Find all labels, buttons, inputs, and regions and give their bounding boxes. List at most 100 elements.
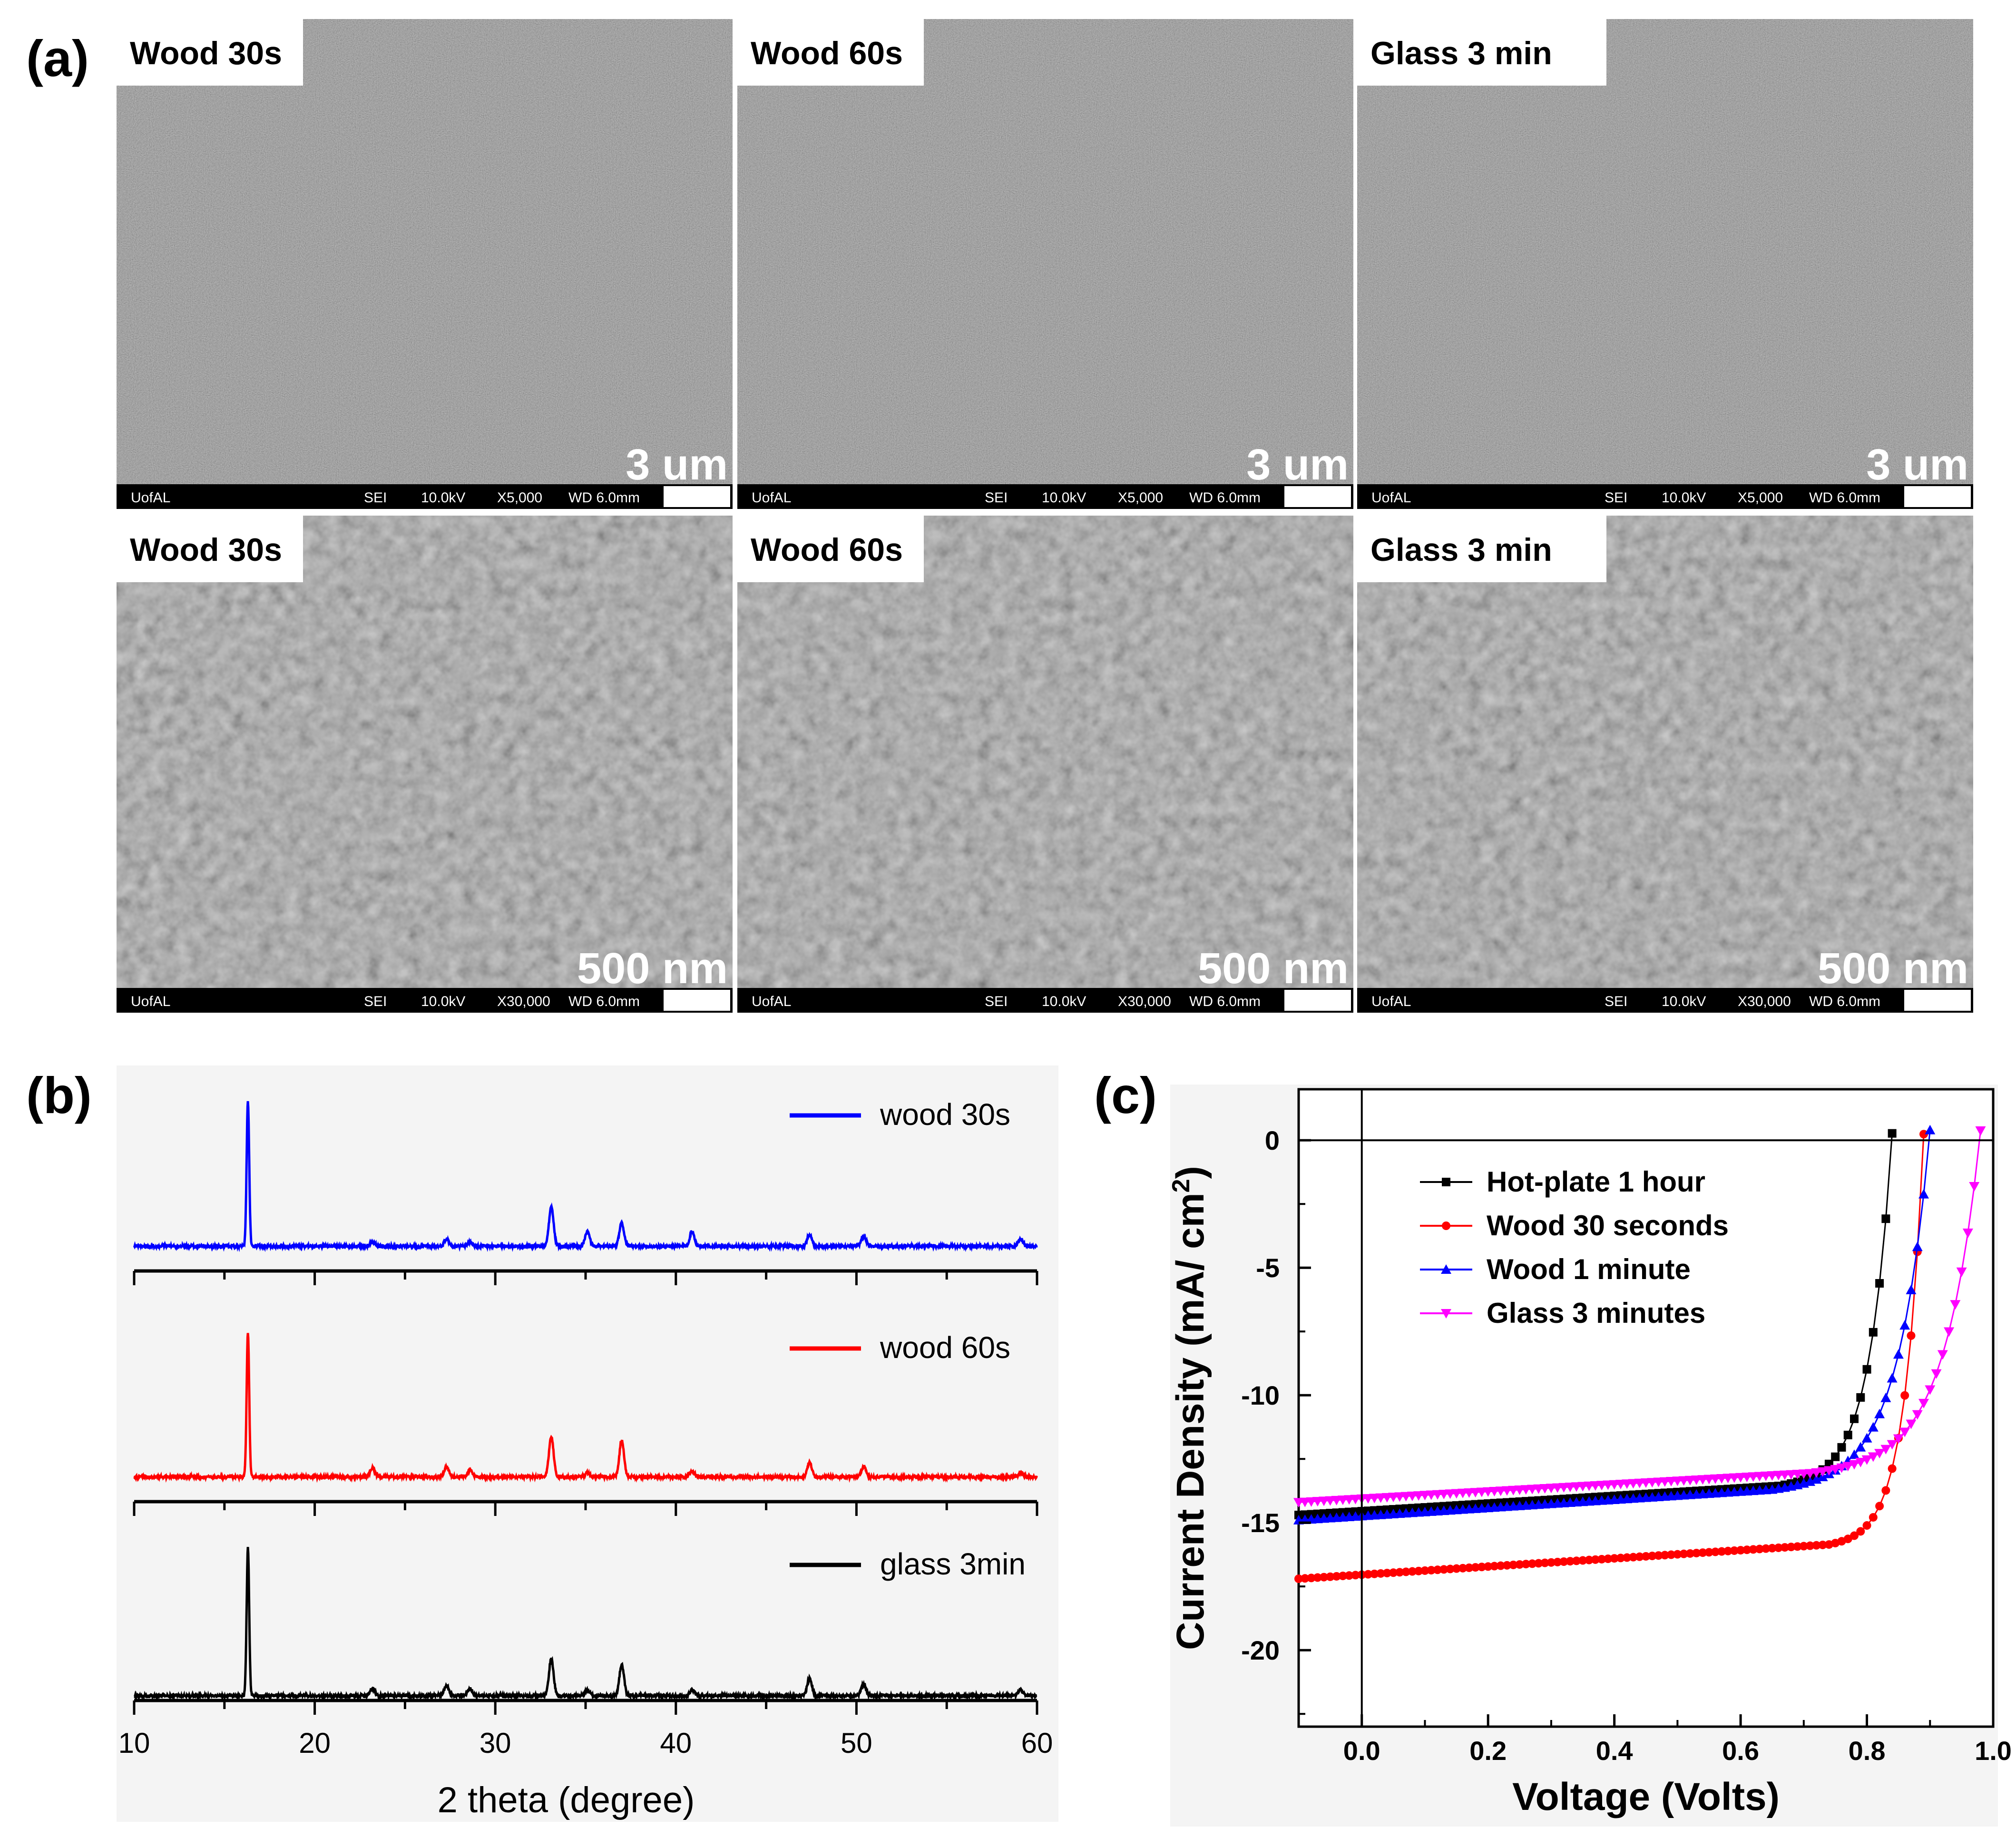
jv-data-point [1534,1559,1543,1568]
jv-data-point [1799,1542,1808,1551]
jv-data-point [1692,1549,1701,1558]
jv-data-point [1850,1531,1859,1540]
sem-title: Wood 60s [751,532,903,568]
jv-data-point [1704,1548,1713,1557]
jv-data-point [1850,1414,1859,1423]
sem-title: Wood 30s [130,35,282,71]
sem-image: Wood 60s 500 nm UofAL SEI 10.0kV X30,000 WD 6.… [737,516,1353,1013]
sem-info-bar [117,484,733,509]
sem-info-wd: WD 6.0mm [1189,490,1261,506]
sem-info-kv: 10.0kV [1662,490,1706,506]
jv-data-point [1452,1564,1461,1573]
sem-image: Wood 60s 3 um UofAL SEI 10.0kV X5,000 WD 6.0mm [737,19,1353,509]
xrd-legend-label: glass 3min [880,1547,1026,1581]
jv-data-point [1332,1572,1341,1581]
jv-data-point [1880,1445,1891,1455]
sem-image: Glass 3 min 500 nm UofAL SEI 10.0kV X30,000 WD… [1357,516,1973,1013]
jv-data-point [1849,1449,1859,1459]
jv-data-point [1389,1568,1398,1577]
sem-scale-bar [1904,990,1971,1011]
sem-info-mag: X30,000 [497,994,550,1009]
sem-info-kv: 10.0kV [421,490,465,506]
jv-data-point [1869,1513,1878,1522]
jv-axes: 0.0 0.2 0.4 0.6 0.8 1.0 0 -5 -10 -15 -20 [1241,1089,2012,1766]
jv-data-point [1817,1467,1828,1477]
jv-data-point [1806,1541,1815,1550]
jv-data-point [1875,1279,1884,1288]
jv-data-point [1629,1553,1638,1562]
sem-info-wd: WD 6.0mm [1189,994,1261,1009]
jv-data-point [1307,1573,1316,1583]
sem-title-box [1357,19,1606,86]
sem-micrograph-texture [1357,516,1973,1007]
jv-data-point [1442,1221,1450,1230]
xrd-axes: 10 20 30 40 50 60 [118,1269,1053,1759]
jv-data-point [1654,1551,1663,1560]
jv-data-point [1906,1419,1917,1429]
jv-data-point [1793,1542,1802,1551]
jv-data-point [1503,1561,1511,1570]
jv-x-tick-label: 0.8 [1849,1736,1886,1766]
sem-scale-bar [1904,486,1971,507]
jv-data-point [1837,1443,1846,1452]
sem-image: Wood 30s 500 nm UofAL SEI 10.0kV X30,000 WD 6.… [117,516,733,1013]
jv-data-point [1830,1465,1841,1475]
jv-data-point [1338,1572,1347,1581]
jv-x-tick-label: 1.0 [1975,1736,2012,1766]
jv-data-point [1717,1547,1726,1556]
jv-data-point [1685,1549,1694,1558]
jv-legend-label: Wood 30 seconds [1487,1210,1729,1241]
jv-data-point [1540,1558,1549,1567]
sem-info-mode: SEI [1605,490,1627,506]
jv-y-tick-label: -5 [1256,1253,1280,1283]
xrd-legend-label: wood 30s [880,1097,1010,1132]
sem-info-org: UofAL [752,490,791,506]
xrd-x-tick-label: 50 [841,1727,872,1759]
sem-scale-bar [664,990,730,1011]
jv-data-point [1768,1544,1777,1553]
sem-info-bar [737,988,1353,1013]
jv-data-point [1427,1566,1436,1575]
jv-data-point [1326,1572,1335,1581]
sem-title-box [1357,516,1606,582]
sem-scale-label: 3 um [626,440,728,489]
jv-data-point [1546,1558,1556,1567]
jv-data-point [1578,1556,1587,1565]
jv-data-point [1294,1574,1303,1583]
sem-scale-label: 3 um [1866,440,1968,489]
jv-data-point [1610,1554,1619,1563]
jv-data-point [1856,1527,1865,1536]
jv-data-point [1553,1557,1562,1566]
jv-data-point [1861,1433,1872,1443]
sem-info-bar [1357,484,1973,509]
jv-data-point [1899,1427,1910,1437]
sem-info-mag: X5,000 [497,490,542,506]
sem-micrograph-texture [737,19,1353,503]
jv-data-point [1811,1468,1822,1478]
jv-data-point [1787,1543,1796,1552]
sem-info-org: UofAL [131,994,170,1009]
jv-data-point [1736,1546,1745,1555]
sem-info-org: UofAL [1371,994,1411,1009]
jv-data-point [1900,1391,1909,1400]
sem-info-wd: WD 6.0mm [568,490,640,506]
jv-data-point [1937,1350,1948,1360]
sem-info-mag: X5,000 [1118,490,1163,506]
jv-data-point [1401,1567,1410,1576]
xrd-x-tick-label: 60 [1021,1727,1053,1759]
jv-data-point [1509,1560,1518,1569]
sem-info-org: UofAL [752,994,791,1009]
jv-data-point [1880,1392,1891,1402]
jv-data-point [1918,1398,1929,1408]
panel-label-b: (b) [26,1066,92,1124]
sem-info-mode: SEI [985,994,1008,1009]
jv-data-point [1888,1129,1897,1138]
jv-data-point [1521,1560,1530,1569]
jv-chart: 0.0 0.2 0.4 0.6 0.8 1.0 0 -5 -10 -15 -20 Hot-plate… [1167,1085,2012,1827]
jv-data-point [1484,1562,1493,1571]
jv-data-point [1887,1440,1898,1450]
jv-data-point [1925,1385,1936,1395]
xrd-x-tick-label: 30 [480,1727,511,1759]
jv-data-point [1698,1548,1707,1557]
jv-data-point [1906,1284,1917,1294]
